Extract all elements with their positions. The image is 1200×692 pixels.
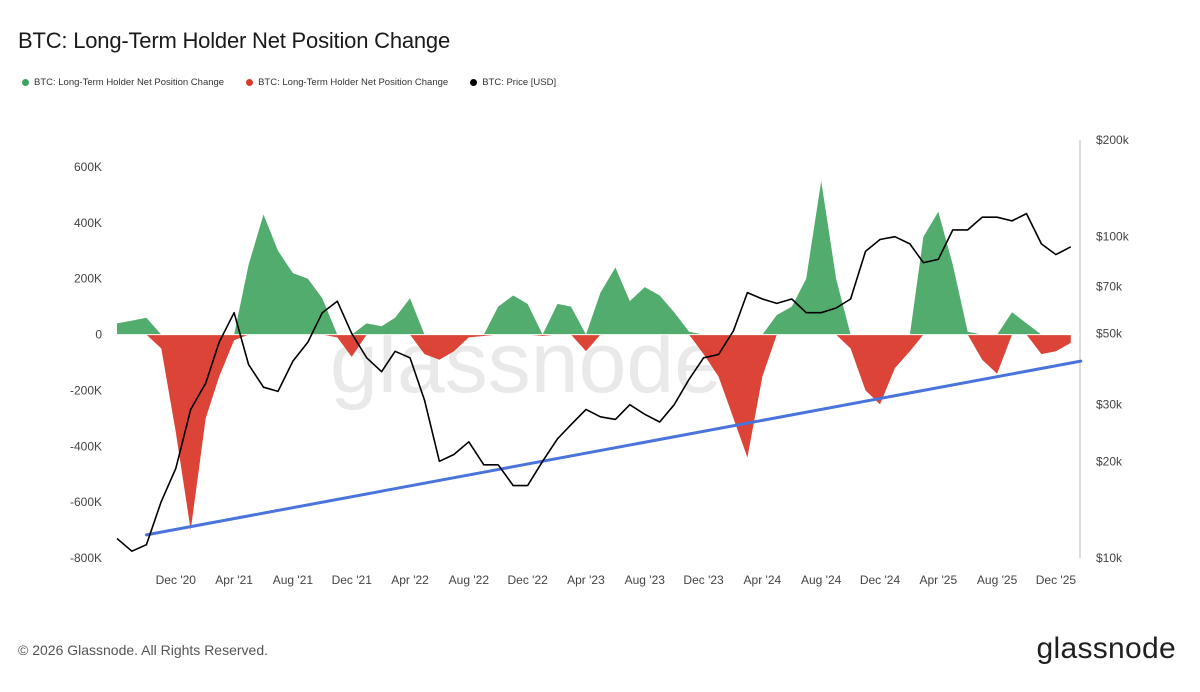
y-left-tick-label: -800K bbox=[70, 551, 102, 565]
copyright-footer: © 2026 Glassnode. All Rights Reserved. bbox=[18, 642, 269, 658]
legend-dot-red bbox=[246, 79, 254, 86]
x-tick-label: Apr '22 bbox=[391, 573, 429, 587]
y-left-tick-label: 400K bbox=[74, 216, 102, 230]
y-left-tick-label: 600K bbox=[74, 160, 102, 174]
y-right-tick-label: $20k bbox=[1096, 454, 1123, 468]
y-left-tick-label: 0 bbox=[95, 328, 102, 342]
x-tick-label: Apr '25 bbox=[919, 573, 957, 587]
x-tick-label: Dec '21 bbox=[332, 573, 373, 587]
legend: BTC: Long-Term Holder Net Position Chang… bbox=[22, 77, 556, 88]
y-left-tick-label: -600K bbox=[70, 495, 102, 509]
legend-item-price[interactable]: BTC: Price [USD] bbox=[470, 77, 556, 88]
y-right-tick-label: $100k bbox=[1096, 230, 1130, 244]
x-tick-label: Aug '21 bbox=[273, 573, 314, 587]
support-trendline bbox=[144, 359, 1083, 537]
y-right-tick-label: $30k bbox=[1096, 398, 1123, 412]
y-left-tick-label: -400K bbox=[70, 439, 102, 453]
legend-dot-black bbox=[470, 79, 478, 86]
x-tick-label: Aug '23 bbox=[625, 573, 666, 587]
x-tick-label: Dec '20 bbox=[156, 573, 197, 587]
x-tick-label: Dec '24 bbox=[860, 573, 901, 587]
y-right-tick-label: $10k bbox=[1096, 551, 1123, 565]
series-area-positive bbox=[117, 181, 1071, 335]
x-tick-label: Dec '25 bbox=[1036, 573, 1077, 587]
y-left-tick-label: 200K bbox=[74, 272, 102, 286]
y-right-tick-label: $70k bbox=[1096, 279, 1123, 293]
x-tick-label: Aug '25 bbox=[977, 573, 1018, 587]
y-left-tick-label: -200K bbox=[70, 383, 102, 397]
legend-label: BTC: Long-Term Holder Net Position Chang… bbox=[258, 77, 449, 88]
legend-label: BTC: Long-Term Holder Net Position Chang… bbox=[34, 77, 225, 88]
legend-item-positive[interactable]: BTC: Long-Term Holder Net Position Chang… bbox=[22, 77, 224, 88]
x-tick-label: Dec '23 bbox=[683, 573, 724, 587]
x-tick-label: Apr '21 bbox=[215, 573, 253, 587]
y-right-tick-label: $50k bbox=[1096, 326, 1123, 340]
price-line bbox=[116, 212, 1072, 552]
x-tick-label: Apr '23 bbox=[567, 573, 605, 587]
x-tick-label: Aug '24 bbox=[801, 573, 842, 587]
legend-item-negative[interactable]: BTC: Long-Term Holder Net Position Chang… bbox=[246, 77, 448, 88]
glassnode-logo[interactable]: glassnode bbox=[1036, 632, 1176, 665]
legend-dot-green bbox=[22, 79, 29, 86]
series-area-negative bbox=[117, 334, 1071, 531]
x-tick-label: Aug '22 bbox=[449, 573, 490, 587]
x-tick-label: Apr '24 bbox=[744, 573, 782, 587]
chart-title: BTC: Long-Term Holder Net Position Chang… bbox=[18, 28, 451, 53]
y-right-tick-label: $200k bbox=[1096, 133, 1130, 147]
x-tick-label: Dec '22 bbox=[507, 573, 548, 587]
legend-label: BTC: Price [USD] bbox=[482, 77, 557, 88]
